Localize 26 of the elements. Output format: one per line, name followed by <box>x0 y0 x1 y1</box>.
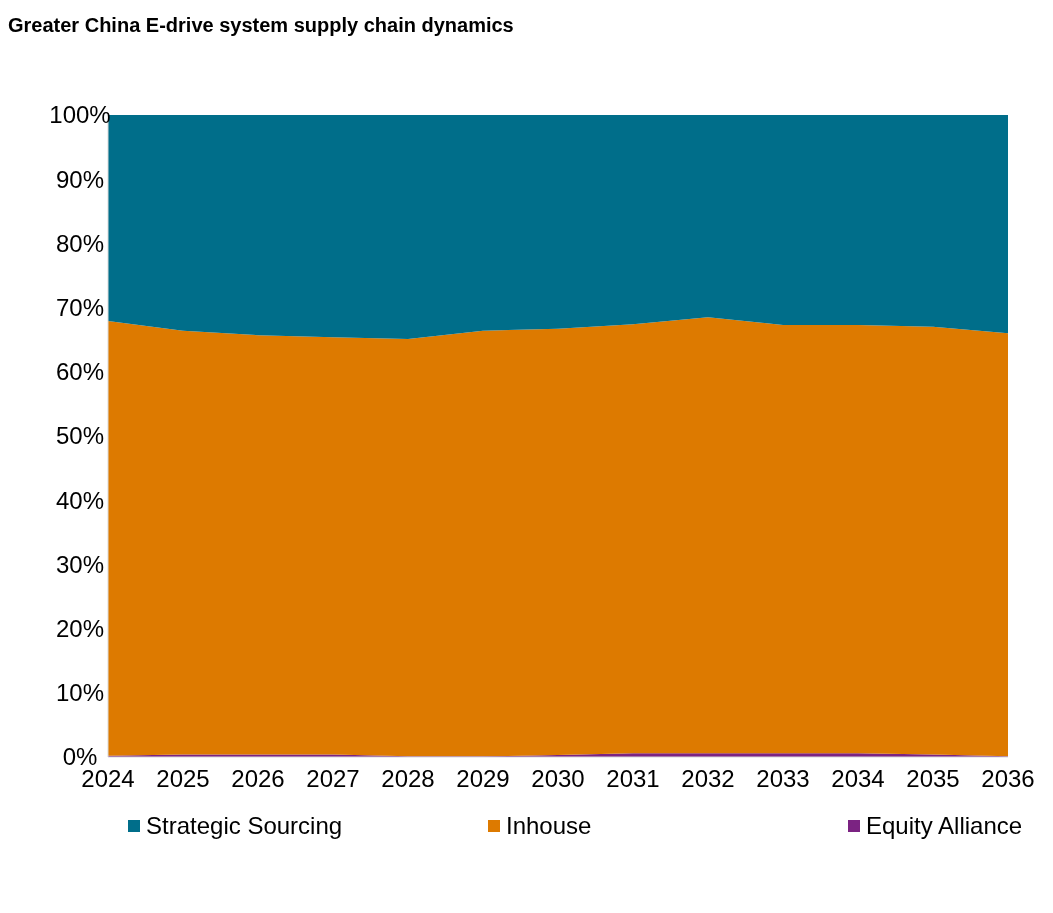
y-tick-label: 80% <box>55 229 105 257</box>
x-tick-label: 2030 <box>531 765 585 792</box>
x-tick-label: 2035 <box>906 765 960 792</box>
x-tick-label: 2028 <box>381 765 435 792</box>
legend-label: Strategic Sourcing <box>146 812 343 840</box>
y-tick-label: 20% <box>55 615 105 642</box>
x-tick-label: 2032 <box>681 765 735 792</box>
y-tick-label: 90% <box>55 165 105 193</box>
x-tick-label: 2025 <box>156 765 210 792</box>
x-tick-label: 2029 <box>456 765 510 792</box>
legend-label: Inhouse <box>506 812 592 840</box>
y-tick-label: 50% <box>55 422 105 450</box>
y-tick-label: 10% <box>55 679 105 707</box>
x-tick-label: 2036 <box>981 765 1035 792</box>
chart-title: Greater China E-drive system supply chain dynamics <box>8 14 514 36</box>
x-tick-label: 2034 <box>831 765 885 792</box>
x-tick-label: 2033 <box>756 765 810 792</box>
y-tick-label: 40% <box>55 486 105 514</box>
x-tick-label: 2031 <box>606 765 660 792</box>
y-tick-label: 100% <box>49 101 111 129</box>
y-tick-label: 60% <box>55 358 105 386</box>
y-tick-label: 30% <box>55 550 105 578</box>
y-tick-label: 70% <box>55 294 105 321</box>
x-tick-label: 2026 <box>231 765 285 792</box>
x-tick-label: 2027 <box>306 765 360 792</box>
legend-label: Equity Alliance <box>866 812 1023 840</box>
